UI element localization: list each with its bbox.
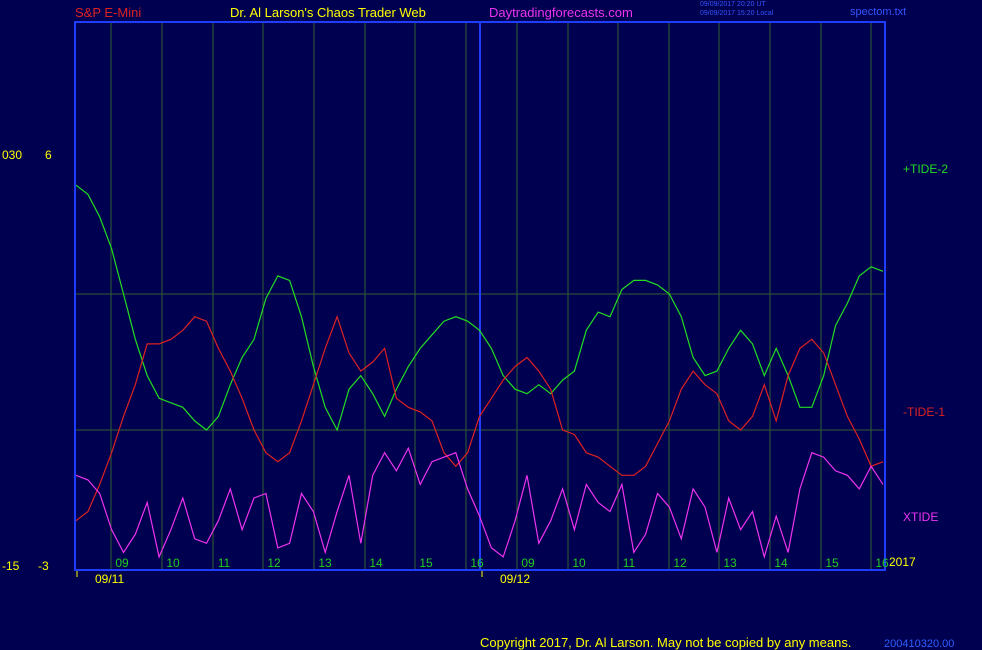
app-title: Dr. Al Larson's Chaos Trader Web [230,5,426,20]
series-line--tide-2 [75,184,884,432]
hour-tick-label: 15 [825,556,839,570]
series-lines: +TIDE-2 -TIDE-1 XTIDE [75,162,948,560]
hour-tick-label: 16 [470,556,484,570]
site-link[interactable]: Daytradingforecasts.com [489,5,633,20]
timestamp-ut: 09/09/2017 20:20 UT [700,1,766,8]
axis-tick-label: 030 [2,148,22,162]
day-label: 09/12 [500,572,530,586]
axis-tick-label: 6 [45,148,52,162]
chart-grid [75,22,885,570]
hour-tick-label: 12 [267,556,281,570]
hour-tick-label: 09 [521,556,535,570]
hour-tick-label: 15 [419,556,433,570]
hour-tick-label: 11 [623,556,636,570]
series-label: +TIDE-2 [903,162,948,176]
hour-tick-label: 10 [572,556,586,570]
hour-tick-label: 14 [774,556,788,570]
copyright-notice: Copyright 2017, Dr. Al Larson. May not b… [480,635,852,650]
data-file-label: spectom.txt [850,6,907,18]
symbol-label: S&P E-Mini [75,5,142,20]
hour-tick-label: 13 [318,556,332,570]
series-line-xtide [75,446,884,560]
series-label: XTIDE [903,510,938,524]
hour-tick-label: 14 [369,556,383,570]
series-line--tide-1 [75,314,884,522]
axis-tick-label: -3 [38,559,49,573]
day-label: 09/11 [95,572,124,586]
axis-tick-label: -15 [2,559,20,573]
timestamp-local: 09/09/2017 15:20 Local [700,10,774,17]
copyright-number: 200410320.00 [884,638,955,650]
hour-tick-label: 10 [166,556,180,570]
hour-tick-label: 11 [218,556,231,570]
hour-tick-label: 12 [673,556,687,570]
year-label: 2017 [889,555,916,569]
series-label: -TIDE-1 [903,405,945,419]
hour-tick-label: 09 [115,556,129,570]
hour-tick-label: 13 [723,556,737,570]
hour-tick-label: 16 [875,556,889,570]
axis-labels: 030 6 -15 -3 09 10 11 12 13 14 15 16 09/11 09 10 11 12 13… [2,148,916,586]
